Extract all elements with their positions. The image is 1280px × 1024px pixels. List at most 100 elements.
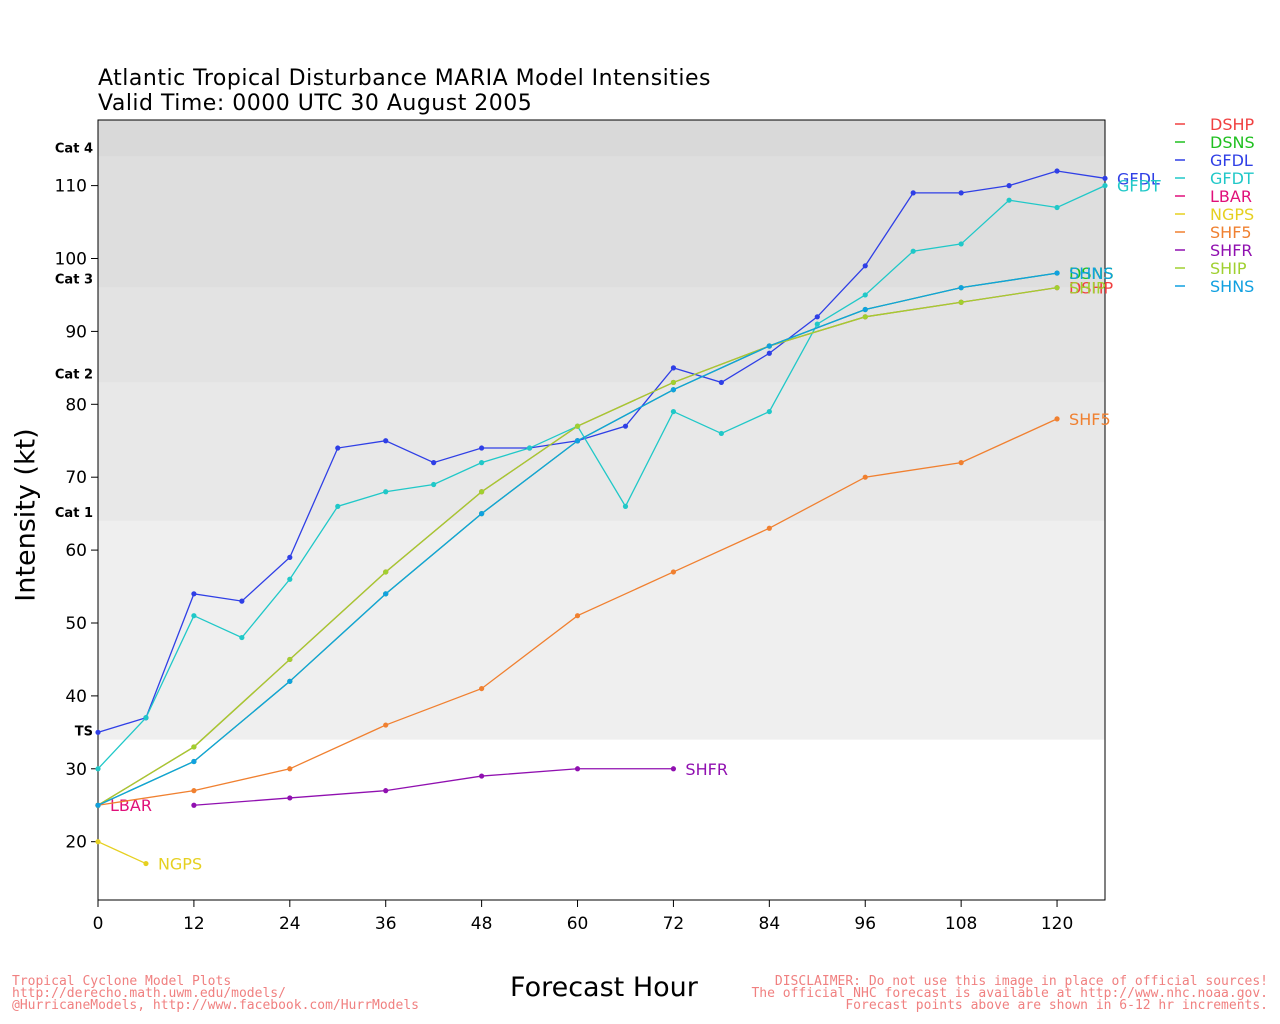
category-label: Cat 3 [55,273,93,288]
footer-disclaimer-line: The official NHC forecast is available a… [751,986,1268,1001]
y-axis-ticks: 20 30 40 50 60 70 80 90 100 110 [55,177,98,853]
data-point [191,758,197,765]
data-point [526,445,533,451]
data-point [910,190,916,196]
data-point [766,343,772,349]
legend-entry: SHFR [1210,241,1253,260]
data-point [383,489,389,495]
data-point [191,591,197,597]
data-point [143,860,149,867]
data-point [958,241,964,247]
data-point [574,766,581,772]
data-point [670,387,677,393]
series-end-label: LBAR [110,796,152,815]
data-point [479,445,485,451]
data-point [622,503,629,509]
data-point [958,190,964,196]
y-axis-label: Intensity (kt) [10,428,42,602]
data-point [287,576,293,582]
data-point [95,729,101,735]
data-point [95,802,101,808]
data-point [95,839,101,845]
data-point [814,314,820,320]
legend-entry: SHIP [1210,259,1247,278]
data-point [670,365,677,371]
data-point [95,766,101,772]
data-point [862,292,868,298]
data-point [766,408,772,415]
data-point [239,634,245,641]
legend-entry: DSHP [1210,115,1255,134]
chart-title-line2: Valid Time: 0000 UTC 30 August 2005 [98,91,533,116]
y-tick-label: 90 [65,322,87,342]
data-point [1054,285,1060,291]
legend-entry: SHNS [1210,277,1254,296]
data-point [191,788,197,794]
data-point [287,795,293,801]
category-band [98,520,1105,740]
series-end-label: SHNS [1069,264,1113,283]
x-tick-label: 60 [567,914,589,934]
series-ngps: NGPS [95,839,202,874]
series-end-label: NGPS [158,855,202,874]
footer-disclaimer-line: DISCLAIMER: Do not use this image in pla… [774,974,1268,989]
data-point [718,430,724,437]
data-point [670,766,677,772]
legend-entry: GFDT [1210,169,1254,188]
series-line [97,185,1106,770]
x-tick-label: 48 [471,914,493,934]
data-point [622,423,629,429]
x-axis-ticks: 0 12 24 36 48 60 72 84 96 108 120 [93,900,1073,934]
x-tick-label: 84 [759,914,781,934]
data-point [766,350,772,356]
series-gfdt: GFDT [95,177,1161,772]
data-point [383,569,389,575]
series-line [97,841,147,865]
x-tick-label: 120 [1041,914,1073,934]
data-point [1006,183,1012,189]
x-tick-label: 96 [854,914,876,934]
data-point [479,489,485,495]
footer-credits: Tropical Cyclone Model Plots http://dere… [12,974,419,1013]
x-tick-label: 0 [93,914,104,934]
data-point [574,438,581,444]
data-point [1054,270,1060,276]
series-line [193,768,674,806]
data-point [1054,416,1060,422]
plot-border [97,119,1106,901]
data-point [335,445,341,451]
x-tick-label: 36 [375,914,397,934]
data-point [766,525,772,531]
data-point [287,766,293,772]
data-point [191,744,197,750]
legend-entry: DSNS [1210,133,1255,152]
chart-title-line1: Atlantic Tropical Disturbance MARIA Mode… [98,66,712,91]
data-point [670,408,677,415]
y-tick-label: 50 [65,614,87,634]
series-line [97,170,1106,733]
footer-disclaimer-line: Forecast points above are shown in 6-12 … [845,998,1268,1013]
data-point [1102,175,1108,181]
footer-credit-line: @HurricaneModels, http://www.facebook.co… [12,998,419,1013]
y-tick-label: 100 [55,250,87,270]
data-point [191,613,197,619]
series-shfr: SHFR [191,760,728,808]
data-point [862,306,868,313]
series-end-label: SHIP [1069,279,1106,298]
data-point [191,802,197,808]
series-lbar: LBAR [95,796,152,815]
data-point [479,460,485,466]
series-gfdl: GFDL [95,168,1160,735]
series-end-label: GFDL [1117,169,1160,188]
footer-credit-line: Tropical Cyclone Model Plots [12,974,232,989]
data-point [287,656,293,663]
data-point [287,554,293,560]
y-tick-label: 60 [65,541,87,561]
data-point [958,299,964,305]
x-axis-label: Forecast Hour [510,972,698,1003]
series-shf5: SHF5 [95,410,1111,808]
y-tick-label: 40 [65,687,87,707]
